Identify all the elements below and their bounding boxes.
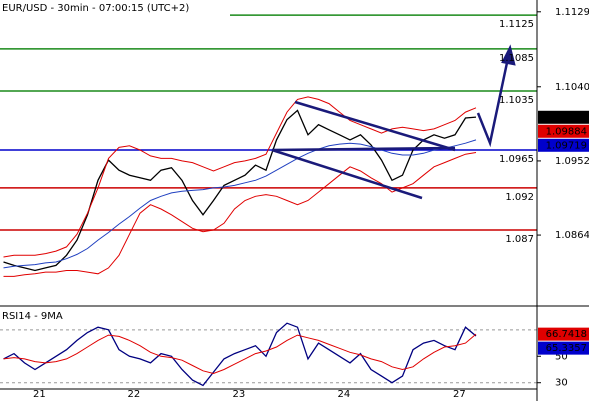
level-label: 1.1035 (499, 95, 534, 106)
x-tick-label: 24 (338, 389, 351, 400)
price-tag (538, 327, 589, 341)
price-tag-label: 1.09719 (546, 140, 587, 151)
series-line (3, 109, 477, 272)
price-tag (538, 341, 589, 355)
series-line (3, 333, 477, 375)
channel-line (271, 146, 456, 152)
y-tick-label: 1.1129 (555, 7, 589, 18)
price-tag (538, 138, 589, 152)
price-tag-label: 1.09884 (546, 126, 587, 137)
level-label: 1.092 (505, 192, 534, 203)
y-tick-label: 30 (555, 378, 568, 389)
level-label: 1.0965 (499, 154, 534, 165)
channel-line (271, 148, 423, 200)
y-tick-label: 1.0952 (555, 156, 589, 167)
series-line (3, 322, 477, 387)
annotations (271, 44, 516, 200)
level-label: 1.087 (505, 234, 534, 245)
x-tick-label: 22 (128, 389, 141, 400)
level-label: 1.1125 (499, 19, 534, 30)
forecast-arrow (476, 57, 510, 148)
price-tag (538, 110, 589, 124)
arrow-head (501, 44, 516, 66)
indicator-title: RSI14 - 9MA (2, 311, 63, 322)
x-tick-label: 23 (233, 389, 246, 400)
channel-line (294, 100, 456, 152)
price-tag-label: 65.3357 (546, 343, 587, 354)
price-tag (538, 124, 589, 138)
x-tick-label: 27 (453, 389, 466, 400)
series-line (3, 139, 477, 269)
level-label: 1.1085 (499, 53, 534, 64)
price-tag-label: 66.7418 (546, 329, 587, 340)
chart-title: EUR/USD - 30min - 07:00:15 (UTC+2) (2, 3, 189, 14)
price-tag-label: 1.10038 (546, 112, 587, 123)
x-tick-label: 21 (33, 389, 46, 400)
y-tick-label: 1.0864 (555, 230, 589, 241)
y-tick-label: 1.1040 (555, 82, 589, 93)
title-bg (0, 0, 230, 16)
series-line (3, 96, 477, 258)
y-tick-label: 50 (555, 351, 568, 362)
